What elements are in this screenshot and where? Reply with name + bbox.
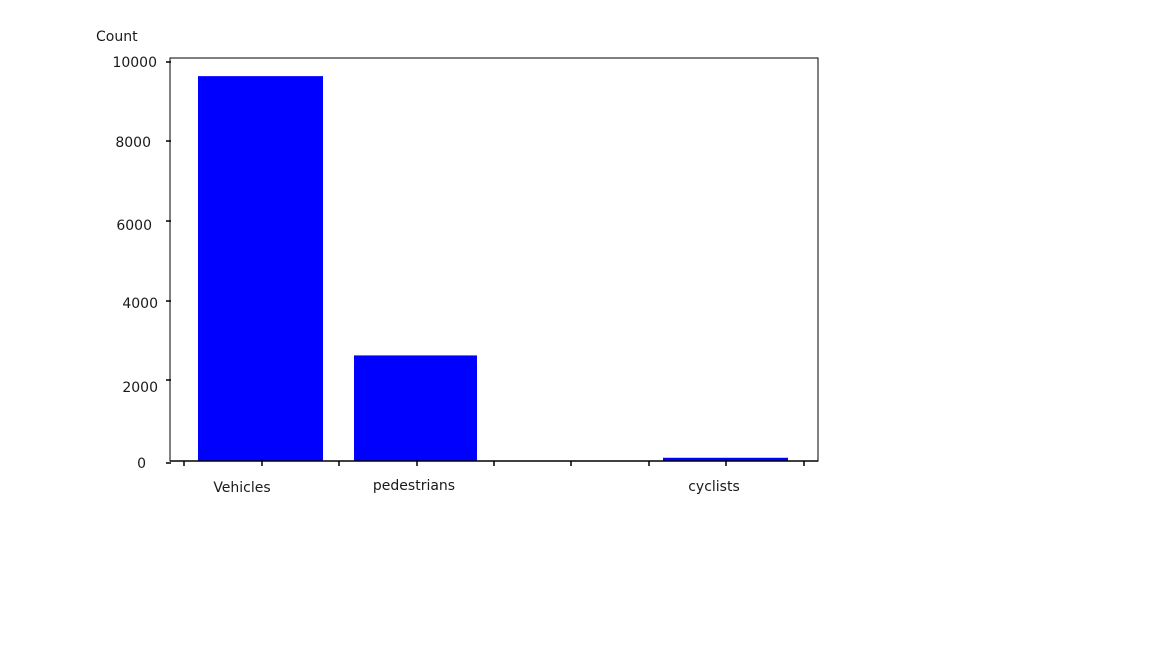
bar-cyclists xyxy=(663,457,788,461)
x-tick-label-vehicles: Vehicles xyxy=(213,480,270,496)
y-tick-label-4: 8000 xyxy=(115,135,151,151)
y-tick-label-1: 2000 xyxy=(122,380,158,396)
bar-group xyxy=(198,76,788,461)
x-tick-label-cyclists: cyclists xyxy=(688,479,740,495)
y-tick-label-5: 10000 xyxy=(112,55,157,71)
y-axis-label: Count xyxy=(96,29,138,45)
y-tick-label-0: 0 xyxy=(137,456,146,472)
x-tick-label-pedestrians: pedestrians xyxy=(373,478,455,494)
y-tick-label-3: 6000 xyxy=(116,218,152,234)
y-tick-label-2: 4000 xyxy=(122,296,158,312)
bar-vehicles xyxy=(198,76,323,461)
axis-ticks xyxy=(166,61,805,466)
bar-pedestrians xyxy=(354,355,477,461)
